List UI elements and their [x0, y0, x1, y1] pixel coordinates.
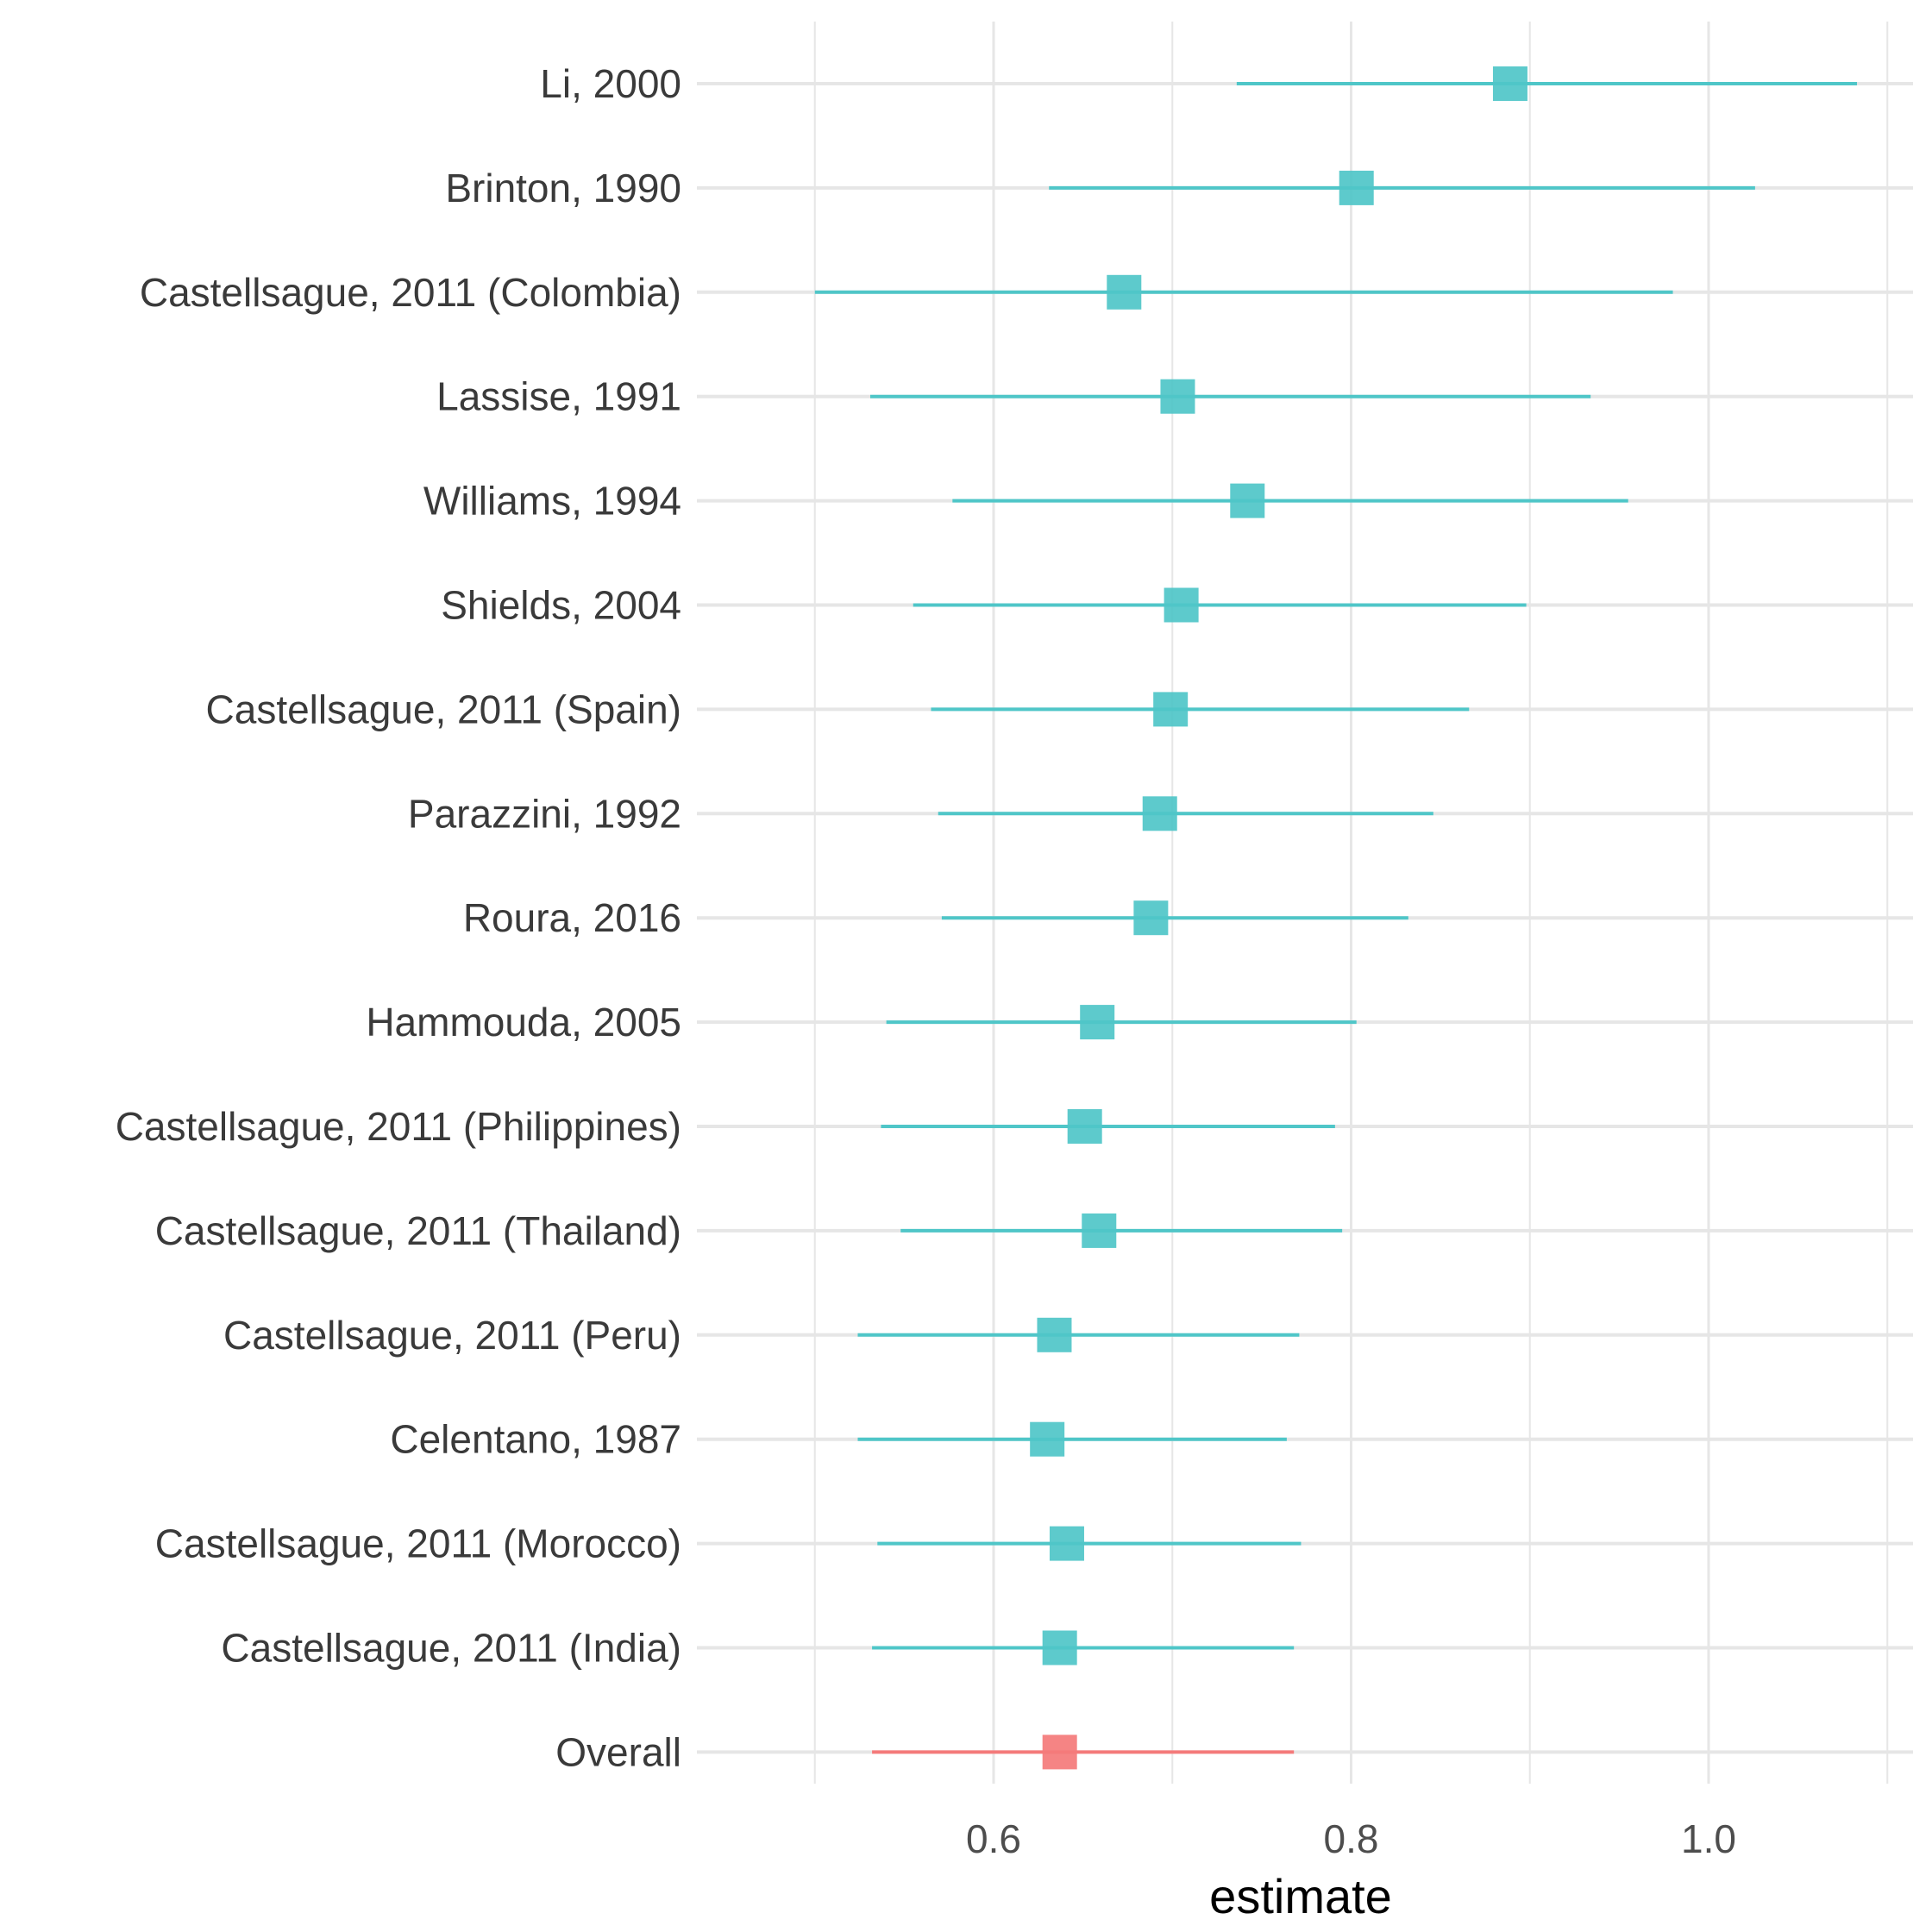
x-tick-label: 0.6: [966, 1816, 1021, 1861]
row-label: Parazzini, 1992: [408, 791, 681, 836]
x-tick-label: 0.8: [1324, 1816, 1379, 1861]
row-label: Castellsague, 2011 (Philippines): [116, 1104, 681, 1149]
estimate-marker: [1082, 1213, 1117, 1248]
estimate-marker: [1042, 1734, 1077, 1770]
x-axis-tick-labels: 0.6 0.8 1.0: [966, 1816, 1736, 1861]
row-label: Lassise, 1991: [436, 374, 681, 419]
vertical-gridlines: [813, 22, 1889, 1784]
estimate-marker: [1067, 1109, 1102, 1144]
row-label: Castellsague, 2011 (India): [221, 1626, 681, 1671]
study-rows: [814, 66, 1858, 1770]
row-label: Castellsague, 2011 (Peru): [223, 1313, 681, 1358]
estimate-marker: [1142, 796, 1177, 831]
row-label: Brinton, 1990: [445, 166, 681, 210]
row-label: Li, 2000: [540, 61, 681, 106]
estimate-marker: [1164, 587, 1199, 623]
row-label: Overall: [555, 1729, 681, 1774]
x-tick-label: 1.0: [1681, 1816, 1736, 1861]
row-label: Hammouda, 2005: [366, 1000, 681, 1044]
row-label: Williams, 1994: [423, 479, 681, 524]
estimate-marker: [1049, 1526, 1084, 1561]
estimate-marker: [1030, 1421, 1065, 1457]
estimate-marker: [1133, 900, 1169, 936]
estimate-marker: [1230, 483, 1265, 518]
estimate-marker: [1037, 1317, 1072, 1352]
estimate-marker: [1080, 1005, 1115, 1040]
row-label: Castellsague, 2011 (Morocco): [155, 1521, 681, 1566]
row-label: Castellsague, 2011 (Thailand): [155, 1208, 681, 1253]
row-label: Shields, 2004: [441, 583, 681, 628]
y-axis-labels: Li, 2000 Brinton, 1990 Castellsague, 2011 …: [116, 61, 681, 1774]
row-label: Castellsague, 2011 (Colombia): [140, 270, 681, 315]
row-label: Roura, 2016: [463, 895, 681, 940]
estimate-marker: [1160, 379, 1195, 414]
estimate-marker: [1153, 692, 1189, 727]
estimate-marker: [1107, 274, 1142, 310]
row-label: Celentano, 1987: [390, 1417, 681, 1462]
estimate-marker: [1492, 66, 1527, 101]
estimate-marker: [1339, 170, 1374, 205]
row-label: Castellsague, 2011 (Spain): [206, 687, 681, 731]
estimate-marker: [1042, 1630, 1077, 1665]
x-axis-title: estimate: [1209, 1869, 1392, 1923]
